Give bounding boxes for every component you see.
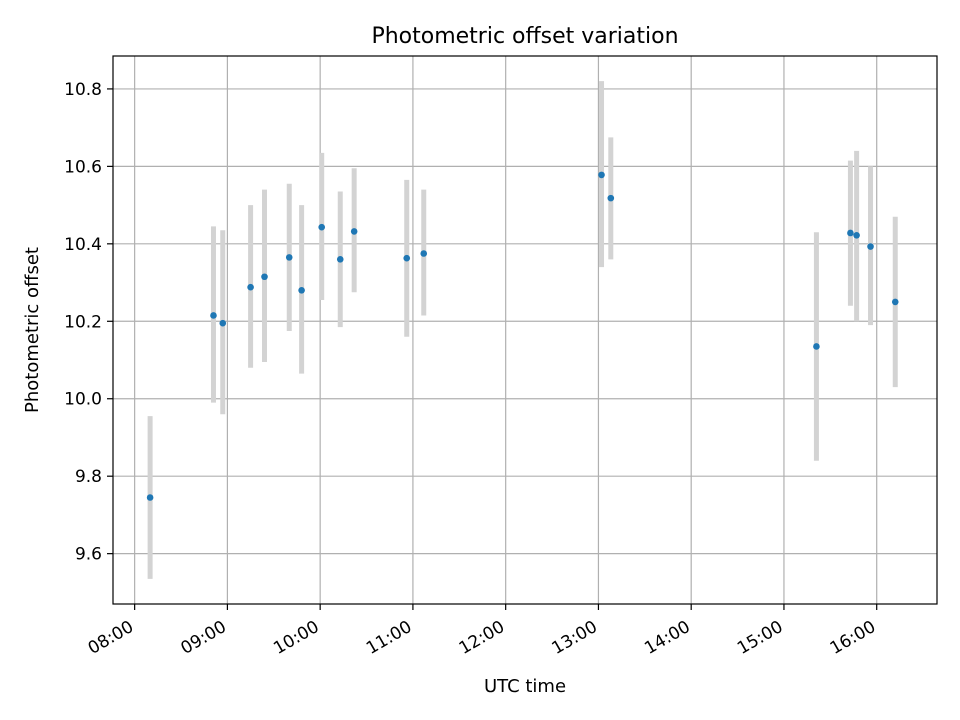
y-tick-label: 9.8 [75,467,102,487]
x-tick-label: 09:00 [177,617,229,659]
data-point [403,254,411,262]
data-point [867,243,874,250]
data-point [813,343,820,350]
y-tick-label: 10.6 [64,157,102,177]
data-point [891,298,899,306]
data-point [146,494,154,501]
x-tick-label: 13:00 [548,617,600,659]
data-point [847,229,854,237]
chart-title: Photometric offset variation [371,24,678,49]
y-tick-label: 9.6 [75,545,102,565]
data-point [210,312,217,319]
y-tick-label: 10.4 [64,235,102,255]
data-point [598,171,605,179]
x-tick-label: 16:00 [827,617,879,659]
data-point [285,254,293,261]
y-axis-label: Photometric offset [22,247,43,413]
data-point [318,223,326,231]
y-tick-label: 10.8 [64,80,102,100]
grid-layer [113,56,937,604]
data-point [247,283,254,291]
data-point [607,194,615,202]
data-point [853,232,860,239]
point-layer [146,171,899,501]
data-point [336,256,344,263]
data-point [350,228,358,235]
x-tick-label: 08:00 [85,617,137,659]
data-point [219,319,227,327]
data-point [261,273,268,281]
x-axis-label: UTC time [484,676,566,697]
y-tick-label: 10.2 [64,312,102,332]
y-axis-ticks: 9.6 9.8 10.0 10.2 10.4 10.6 10.8 [64,80,113,565]
x-tick-label: 10:00 [270,617,322,659]
x-tick-label: 11:00 [363,617,415,659]
x-axis-ticks: 08:00 09:00 10:00 11:00 12:00 13:00 14:00 15:00… [85,604,879,659]
x-tick-label: 12:00 [456,617,508,659]
data-point [298,287,305,294]
plot-frame [112,55,938,605]
y-tick-label: 10.0 [64,390,102,410]
x-tick-label: 15:00 [734,617,786,659]
data-point [420,250,428,257]
x-tick-label: 14:00 [641,617,693,659]
